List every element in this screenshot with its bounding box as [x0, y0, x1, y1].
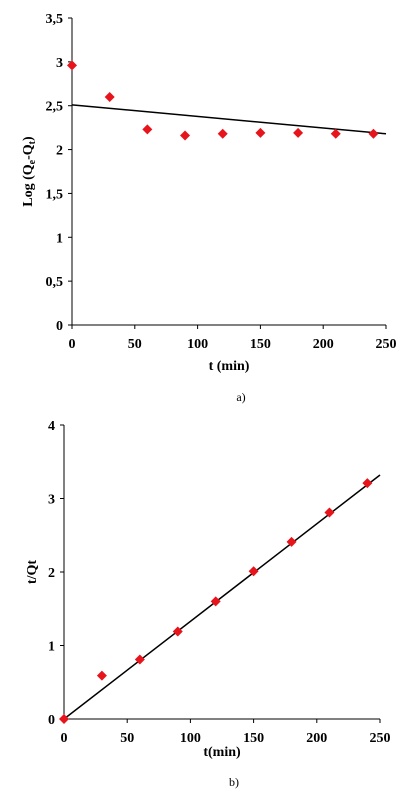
x-tick-label: 100	[187, 337, 208, 352]
data-point	[293, 127, 304, 138]
x-axis-label: t (min)	[209, 359, 250, 374]
trend-line	[71, 104, 387, 135]
x-tick-label: 250	[376, 337, 397, 352]
y-axis-label-part: Log (Q	[21, 164, 36, 207]
data-point	[368, 128, 379, 139]
data-point	[324, 507, 335, 518]
data-point	[96, 670, 107, 681]
data-point	[67, 60, 77, 71]
y-axis-label: Log (Qe-Qt)	[21, 136, 38, 207]
x-tick-label: 150	[250, 337, 271, 352]
x-tick-label: 100	[180, 731, 201, 746]
data-point	[210, 596, 221, 607]
y-axis-label-part: e	[27, 159, 38, 164]
trend-line	[63, 474, 381, 720]
x-tick-label: 50	[128, 337, 142, 352]
y-tick-label: 1	[56, 231, 63, 246]
data-point	[172, 626, 183, 637]
y-tick-label: 3	[56, 56, 63, 71]
y-tick-label: 0,5	[46, 275, 64, 290]
y-tick-label: 4	[48, 419, 55, 434]
figure-caption: b)	[229, 775, 239, 789]
y-tick-label: 2,5	[46, 100, 64, 115]
x-tick-label: 0	[61, 731, 68, 746]
y-tick-label: 1	[48, 640, 55, 655]
y-tick-label: 3,5	[46, 12, 64, 27]
x-tick-label: 200	[313, 337, 334, 352]
data-point	[134, 654, 145, 665]
data-point	[104, 91, 115, 102]
y-tick-label: 2	[48, 566, 55, 581]
data-point	[286, 536, 297, 547]
data-point	[142, 124, 153, 135]
y-tick-label: 3	[48, 493, 55, 508]
y-tick-label: 2	[56, 144, 63, 159]
data-point	[248, 566, 259, 577]
x-tick-label: 50	[120, 731, 134, 746]
chart-a: 0 0,5 1 1,5 2 2,5 3 3,5 0 50 100 150 200 250 t (min) Lo…	[21, 12, 397, 404]
x-tick-label: 250	[370, 731, 391, 746]
x-tick-label: 0	[69, 337, 76, 352]
y-axis-label-part: t	[27, 140, 38, 144]
y-axis-label-part: )	[21, 136, 36, 141]
y-axis-label: t/Qt	[25, 560, 40, 584]
y-tick-label: 0	[56, 319, 63, 334]
x-tick-label: 200	[306, 731, 327, 746]
chart-b: 0 1 2 3 4 0 50 100 150 200 250 t(min) t/Qt b)	[25, 419, 391, 789]
data-point	[217, 128, 228, 139]
data-point	[330, 128, 341, 139]
x-tick-label: 150	[243, 731, 264, 746]
y-tick-label: 1,5	[46, 187, 64, 202]
y-tick-label: 0	[48, 713, 55, 728]
data-point	[255, 127, 266, 138]
y-axis-label-part: -Q	[21, 144, 36, 160]
data-point	[362, 478, 373, 489]
figure-caption: a)	[236, 390, 245, 404]
data-point	[59, 714, 69, 724]
data-point	[180, 130, 191, 141]
x-axis-label: t(min)	[203, 745, 241, 760]
